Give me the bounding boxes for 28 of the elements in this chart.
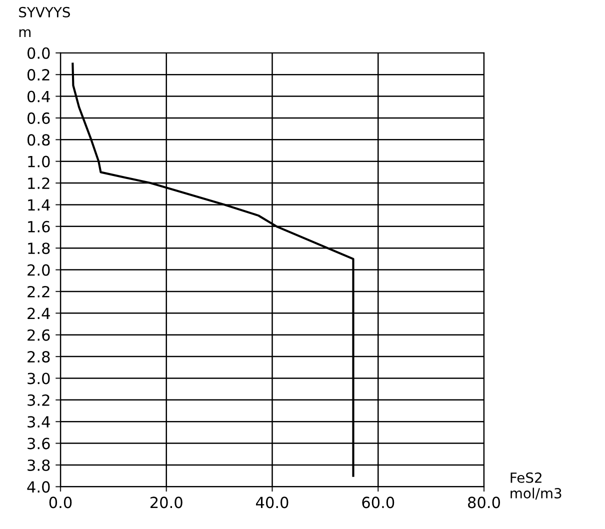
y-tick-label: 2.4	[28, 308, 50, 319]
x-tick-label: 60.0	[362, 496, 394, 508]
y-axis-title: SYVYYS m	[19, 6, 70, 37]
x-axis-title: FeS2 mol/m3	[510, 472, 562, 500]
y-tick-label: 2.2	[28, 286, 50, 298]
y-tick-label: 0.4	[27, 90, 50, 102]
y-tick-label: 1.0	[28, 156, 50, 168]
x-tick-label: 20.0	[150, 496, 182, 508]
y-tick-label: 1.6	[28, 220, 50, 232]
x-tick-label: 40.0	[256, 496, 288, 508]
y-tick-label: 2.8	[28, 351, 50, 363]
y-tick-label: 2.6	[28, 329, 50, 341]
y-tick-label: 1.2	[28, 178, 50, 189]
y-tick-label: 0.8	[27, 134, 50, 146]
x-tick-label: 0.0	[49, 496, 72, 508]
y-tick-label: 0.2	[27, 69, 50, 81]
y-tick-label: 3.2	[28, 394, 50, 406]
y-tick-label: 0.6	[27, 112, 50, 124]
y-tick-label: 1.8	[28, 242, 50, 254]
y-tick-label: 3.6	[28, 438, 50, 450]
y-tick-label: 3.8	[28, 459, 50, 472]
x-tick-label: 80.0	[468, 496, 500, 508]
y-tick-label: 0.0	[27, 47, 50, 59]
y-tick-label: 1.4	[28, 199, 50, 211]
y-tick-label: 3.4	[28, 416, 50, 428]
y-tick-label: 3.0	[28, 372, 50, 384]
y-tick-label: 4.0	[27, 481, 50, 493]
y-tick-label: 2.0	[28, 264, 50, 276]
